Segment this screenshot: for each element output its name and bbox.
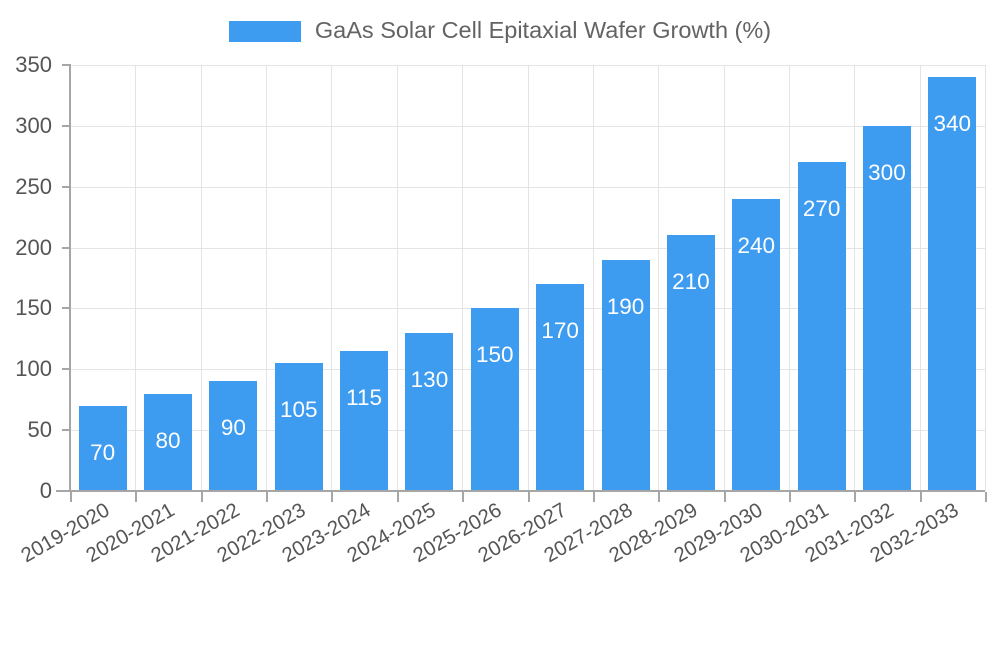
y-axis-tick-mark xyxy=(62,429,70,432)
x-axis-tick-mark xyxy=(201,492,203,502)
gridline-horizontal xyxy=(70,65,985,66)
bar-value-label: 70 xyxy=(90,439,116,465)
gridline-horizontal xyxy=(70,308,985,310)
bar-value-label: 105 xyxy=(279,397,318,423)
gridline-horizontal xyxy=(70,247,985,249)
bar-value-label: 300 xyxy=(868,159,906,185)
gridline-vertical xyxy=(724,65,725,491)
bar[interactable]: 80 xyxy=(144,393,193,491)
bar-value-label: 80 xyxy=(155,427,181,453)
chart-legend: GaAs Solar Cell Epitaxial Wafer Growth (… xyxy=(0,14,1000,48)
x-axis-tick-mark xyxy=(331,492,333,502)
legend-label: GaAs Solar Cell Epitaxial Wafer Growth (… xyxy=(314,17,772,44)
y-axis-tick-label: 50 xyxy=(27,417,52,443)
x-axis-tick-mark xyxy=(528,492,530,502)
bar[interactable]: 170 xyxy=(536,284,585,491)
x-axis-tick-mark xyxy=(985,492,987,502)
x-axis-tick-mark xyxy=(70,492,72,502)
bar[interactable]: 240 xyxy=(732,198,781,491)
bar[interactable]: 90 xyxy=(209,381,258,491)
bar-value-label: 190 xyxy=(606,293,645,319)
gridline-vertical xyxy=(985,65,986,491)
bar[interactable]: 115 xyxy=(340,351,389,491)
legend-color-swatch xyxy=(228,20,301,42)
gridline-vertical xyxy=(266,65,267,491)
y-axis-tick-mark xyxy=(62,246,70,249)
y-axis-tick-label: 0 xyxy=(39,478,52,503)
gridline-vertical xyxy=(854,65,855,491)
x-axis-tick-mark xyxy=(135,492,137,502)
gridline-vertical xyxy=(528,65,529,491)
bar-value-label: 340 xyxy=(933,111,972,137)
bar-value-label: 270 xyxy=(802,196,841,222)
gridline-vertical xyxy=(201,65,202,491)
bar[interactable]: 70 xyxy=(78,405,127,491)
bar[interactable]: 105 xyxy=(274,363,323,491)
y-axis-tick-mark xyxy=(62,185,70,188)
y-axis-tick-mark xyxy=(62,307,70,310)
y-axis-line xyxy=(69,64,71,492)
y-axis-tick-label: 100 xyxy=(15,356,52,382)
gridline-horizontal xyxy=(70,369,985,371)
gridline-vertical xyxy=(658,65,659,491)
gridline-vertical xyxy=(462,65,463,491)
x-axis-line xyxy=(56,490,985,492)
y-axis-tick-label: 300 xyxy=(15,112,52,138)
x-axis-tick-mark xyxy=(789,492,791,502)
bar-value-label: 130 xyxy=(410,366,449,392)
y-axis-tick-mark xyxy=(62,64,70,66)
x-axis-tick-mark xyxy=(920,492,922,502)
gridline-vertical xyxy=(397,65,398,491)
bar-value-label: 210 xyxy=(672,269,710,295)
x-axis-tick-mark xyxy=(658,492,660,502)
x-axis-tick-mark xyxy=(266,492,268,502)
bar-chart: GaAs Solar Cell Epitaxial Wafer Growth (… xyxy=(0,14,1000,568)
gridline-horizontal xyxy=(70,430,985,432)
bar[interactable]: 150 xyxy=(470,308,519,491)
gridline-vertical xyxy=(331,65,332,491)
bar-value-label: 115 xyxy=(346,385,383,411)
gridline-vertical xyxy=(789,65,790,491)
y-axis-tick-label: 350 xyxy=(15,52,52,77)
x-axis-tick-mark xyxy=(724,492,726,502)
bar[interactable]: 270 xyxy=(797,162,846,491)
plot-area: 70 80 90 105 115 130 150 170 190 210 240 270 300 340 xyxy=(70,65,986,492)
gridline-vertical xyxy=(593,65,594,491)
bar-value-label: 170 xyxy=(541,318,579,344)
bar[interactable]: 210 xyxy=(666,235,715,491)
gridline-horizontal xyxy=(70,125,985,127)
bar-value-label: 90 xyxy=(220,415,246,441)
y-axis-tick-label: 250 xyxy=(15,173,52,199)
bar[interactable]: 130 xyxy=(405,332,454,491)
x-axis-tick-mark xyxy=(593,492,595,502)
bar-value-label: 240 xyxy=(737,232,776,258)
bar[interactable]: 190 xyxy=(601,259,650,491)
x-axis-tick-mark xyxy=(462,492,464,502)
bar[interactable]: 340 xyxy=(928,77,977,491)
bar-value-label: 150 xyxy=(476,342,514,368)
gridline-vertical xyxy=(920,65,921,491)
gridline-vertical xyxy=(135,65,136,491)
x-axis-tick-mark xyxy=(854,492,856,502)
x-axis-tick-mark xyxy=(397,492,399,502)
gridline-horizontal xyxy=(70,186,985,188)
y-axis-tick-label: 200 xyxy=(15,234,52,260)
y-axis-tick-label: 150 xyxy=(15,295,52,321)
y-axis-tick-mark xyxy=(62,368,70,371)
bar[interactable]: 300 xyxy=(862,125,911,491)
y-axis-tick-mark xyxy=(62,124,70,127)
